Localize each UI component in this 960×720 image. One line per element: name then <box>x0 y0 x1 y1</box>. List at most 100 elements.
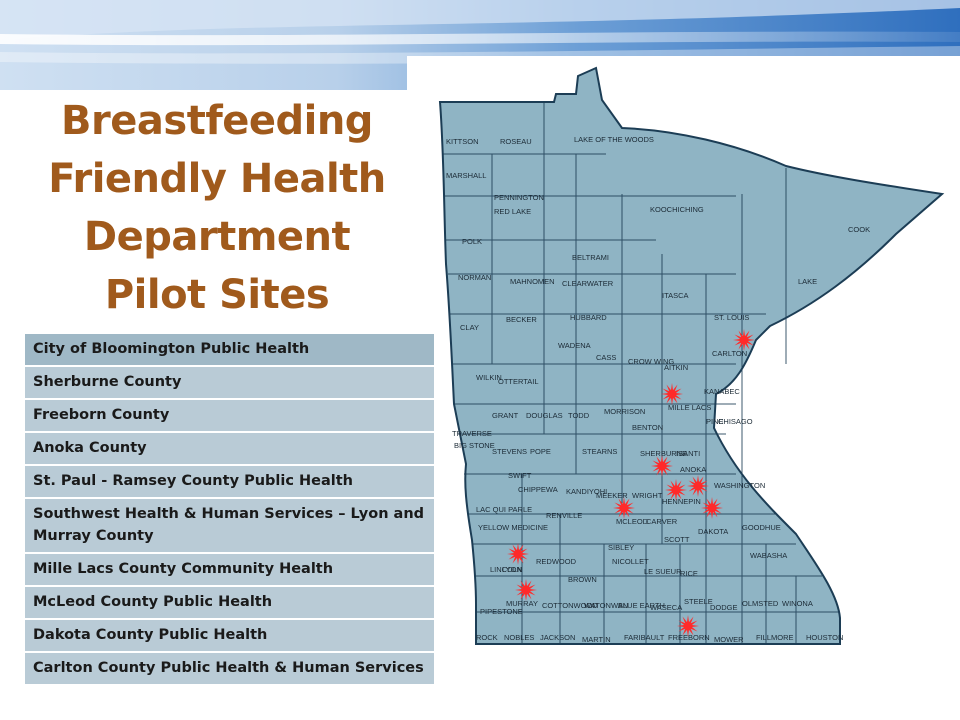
county-label-lac-qui-parle: LAC QUI PARLE <box>476 505 532 514</box>
burst-icon <box>507 543 529 565</box>
county-label-norman: NORMAN <box>458 273 491 282</box>
county-label-carlton: CARLTON <box>712 349 747 358</box>
pilot-site-marker <box>661 383 683 405</box>
county-label-wabasha: WABASHA <box>750 551 787 560</box>
county-label-brown: BROWN <box>568 575 597 584</box>
county-label-kandiyohi: KANDIYOHI <box>566 487 607 496</box>
county-label-marshall: MARSHALL <box>446 171 486 180</box>
county-label-todd: TODD <box>568 411 590 420</box>
county-label-rice: RICE <box>680 569 698 578</box>
county-label-blue-earth: BLUE EARTH <box>618 601 665 610</box>
county-label-wright: WRIGHT <box>632 491 663 500</box>
county-label-steele: STEELE <box>684 597 713 606</box>
county-label-aitkin: AITKIN <box>664 363 688 372</box>
table-row: McLeod County Public Health <box>25 585 434 618</box>
state-outline <box>438 66 945 645</box>
county-label-isanti: ISANTI <box>676 449 700 458</box>
pilot-site-marker <box>613 497 635 519</box>
table-row: Sherburne County <box>25 365 434 398</box>
county-label-swift: SWIFT <box>508 471 532 480</box>
table-row: Freeborn County <box>25 398 434 431</box>
county-label-yellow-medicine: YELLOW MEDICINE <box>478 523 548 532</box>
county-label-murray: MURRAY <box>506 599 538 608</box>
county-label-becker: BECKER <box>506 315 537 324</box>
table-row: Southwest Health & Human Services – Lyon… <box>25 497 434 552</box>
county-label-nobles: NOBLES <box>504 633 534 642</box>
page-title: Breastfeeding Friendly Health Department… <box>28 92 406 324</box>
county-label-grant: GRANT <box>492 411 519 420</box>
pilot-site-marker <box>687 475 709 497</box>
county-label-itasca: ITASCA <box>662 291 689 300</box>
county-label-red-lake: RED LAKE <box>494 207 531 216</box>
county-label-faribault: FARIBAULT <box>624 633 665 642</box>
burst-icon <box>687 475 709 497</box>
county-label-winona: WINONA <box>782 599 813 608</box>
county-label-mower: MOWER <box>714 635 744 644</box>
county-label-hennepin: HENNEPIN <box>662 497 701 506</box>
minnesota-map: KITTSON ROSEAU LAKE OF THE WOODS MARSHALL PE… <box>436 64 946 654</box>
burst-icon <box>661 383 683 405</box>
county-label-cottonwood: COTTONWOOD <box>542 601 598 610</box>
pilot-site-marker <box>651 455 673 477</box>
table-row: Dakota County Public Health <box>25 618 434 651</box>
county-label-meeker: MEEKER <box>596 491 628 500</box>
county-label-cass: CASS <box>596 353 616 362</box>
county-label-renville: RENVILLE <box>546 511 582 520</box>
county-label-roseau: ROSEAU <box>500 137 532 146</box>
county-label-wilkin: WILKIN <box>476 373 502 382</box>
county-label-clay: CLAY <box>460 323 479 332</box>
banner-tab <box>407 56 960 96</box>
table-row: Mille Lacs County Community Health <box>25 552 434 585</box>
county-label-koochiching: KOOCHICHING <box>650 205 704 214</box>
pilot-site-marker <box>701 497 723 519</box>
county-label-goodhue: GOODHUE <box>742 523 781 532</box>
county-label-scott: SCOTT <box>664 535 690 544</box>
county-label-waseca: WASECA <box>650 603 682 612</box>
county-label-olmsted: OLMSTED <box>742 599 779 608</box>
county-label-kittson: KITTSON <box>446 137 479 146</box>
county-label-crow-wing: CROW WING <box>628 357 674 366</box>
county-label-mahnomen: MAHNOMEN <box>510 277 555 286</box>
table-row: Carlton County Public Health & Human Ser… <box>25 651 434 684</box>
county-label-freeborn: FREEBORN <box>668 633 710 642</box>
title-line: Department <box>83 214 351 260</box>
county-label-rock: ROCK <box>476 633 498 642</box>
pilot-site-marker <box>733 329 755 351</box>
burst-icon <box>665 479 687 501</box>
county-label-washington: WASHINGTON <box>714 481 765 490</box>
table-row: City of Bloomington Public Health <box>25 334 434 365</box>
county-label-watonwan: WATONWAN <box>584 601 628 610</box>
county-label-pope: POPE <box>530 447 551 456</box>
county-label-houston: HOUSTON <box>806 633 843 642</box>
table-row: St. Paul - Ramsey County Public Health <box>25 464 434 497</box>
county-label-jackson: JACKSON <box>540 633 575 642</box>
county-label-martin: MARTIN <box>582 635 611 644</box>
pilot-site-marker <box>665 479 687 501</box>
county-label-stearns: STEARNS <box>582 447 617 456</box>
county-label-big-stone: BIG STONE <box>454 441 495 450</box>
county-label-mille-lacs: MILLE LACS <box>668 403 711 412</box>
county-label-dakota: DAKOTA <box>698 527 728 536</box>
pilot-site-marker <box>515 579 537 601</box>
county-label-redwood: REDWOOD <box>536 557 577 566</box>
county-label-carver: CARVER <box>646 517 678 526</box>
county-label-chippewa: CHIPPEWA <box>518 485 558 494</box>
title-line: Friendly Health <box>48 156 386 202</box>
county-label-polk: POLK <box>462 237 482 246</box>
county-label-pipestone: PIPESTONE <box>480 607 523 616</box>
burst-icon <box>701 497 723 519</box>
county-label-cook: COOK <box>848 225 870 234</box>
county-label-kanabec: KANABEC <box>704 387 740 396</box>
county-label-lake: LAKE <box>798 277 817 286</box>
county-label-lincoln: LINCOLN <box>490 565 523 574</box>
county-label-ottertail: OTTERTAIL <box>498 377 539 386</box>
burst-icon <box>651 455 673 477</box>
pilot-site-marker <box>677 615 699 637</box>
county-label-dodge: DODGE <box>710 603 738 612</box>
burst-icon <box>733 329 755 351</box>
county-label-fillmore: FILLMORE <box>756 633 794 642</box>
county-label-traverse: TRAVERSE <box>452 429 492 438</box>
title-line: Breastfeeding <box>61 98 373 144</box>
county-label-wadena: WADENA <box>558 341 591 350</box>
title-line: Pilot Sites <box>104 272 330 318</box>
